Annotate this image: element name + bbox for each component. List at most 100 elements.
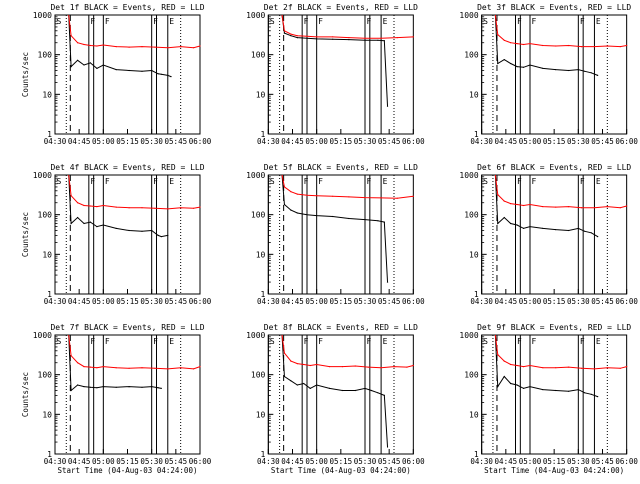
y-tick-label: 100 — [251, 51, 266, 60]
x-tick-label: 05:15 — [543, 137, 566, 146]
events-data-point — [141, 386, 143, 388]
y-tick-label: 1000 — [246, 11, 265, 20]
lld-data-point — [542, 367, 544, 369]
x-tick-label: 06:00 — [615, 457, 638, 466]
events-series-line — [494, 334, 598, 398]
lld-data-point — [380, 197, 382, 199]
x-tick-label: 05:45 — [165, 457, 188, 466]
plot-frame — [267, 174, 414, 295]
lld-data-point — [96, 45, 98, 47]
events-data-point — [370, 389, 373, 392]
plot-frame — [481, 334, 628, 455]
lld-data-point — [96, 206, 98, 208]
events-series-line — [494, 14, 598, 76]
lld-data-point — [542, 206, 544, 208]
lld-data-point — [193, 368, 195, 370]
chart-title: Det 5f BLACK = Events, RED = LLD — [264, 163, 418, 172]
x-tick-label: 05:45 — [591, 137, 614, 146]
event-marker-label: F — [517, 17, 522, 26]
events-data-point — [89, 62, 91, 64]
events-data-point — [522, 227, 525, 229]
y-tick-label: 100 — [251, 371, 266, 380]
lld-data-point — [555, 206, 557, 208]
events-data-point — [529, 386, 531, 388]
lld-data-point — [309, 364, 311, 367]
y-axis-label: Counts/sec — [21, 212, 30, 257]
events-data-point — [328, 387, 331, 389]
events-data-point — [160, 387, 162, 389]
events-data-point — [383, 394, 385, 396]
events-data-point — [160, 236, 162, 238]
plot-frame — [267, 334, 414, 455]
event-marker-label: F — [531, 337, 536, 346]
events-data-point — [151, 386, 153, 388]
lld-data-point — [354, 365, 356, 367]
events-data-point — [542, 67, 544, 69]
x-tick-label: 05:30 — [140, 297, 163, 306]
event-marker-label: F — [580, 337, 585, 346]
event-marker-label: F — [531, 17, 536, 26]
lld-data-point — [580, 367, 583, 369]
plot-frame — [481, 174, 628, 295]
lld-data-point — [568, 44, 570, 47]
x-axis-label: Start Time (04-Aug-03 04:24:00) — [271, 466, 411, 475]
x-tick-label: 05:15 — [116, 137, 139, 146]
x-tick-label: 04:30 — [470, 137, 493, 146]
lld-data-point — [167, 208, 169, 210]
events-data-point — [96, 67, 98, 69]
event-marker-label: S — [57, 177, 62, 186]
lld-data-point — [70, 195, 72, 197]
lld-data-point — [332, 195, 334, 197]
events-data-point — [160, 73, 162, 75]
lld-data-point — [102, 204, 104, 207]
lld-data-point — [522, 366, 525, 368]
x-tick-label: 04:45 — [281, 457, 304, 466]
lld-data-point — [412, 195, 414, 197]
lld-data-point — [306, 35, 308, 37]
events-data-point — [590, 393, 592, 395]
events-data-point — [386, 446, 389, 448]
lld-data-point — [626, 366, 628, 368]
lld-data-point — [180, 367, 182, 369]
y-tick-label: 1 — [474, 130, 479, 139]
events-data-point — [555, 389, 557, 392]
events-data-point — [70, 389, 72, 392]
y-tick-label: 100 — [251, 211, 266, 220]
x-tick-label: 05:30 — [354, 457, 377, 466]
plot-frame — [267, 14, 414, 135]
chart-title: Det 3f BLACK = Events, RED = LLD — [477, 3, 631, 12]
events-data-point — [597, 236, 599, 238]
events-data-point — [83, 64, 85, 66]
lld-data-point — [516, 43, 518, 45]
events-data-point — [290, 35, 292, 37]
lld-data-point — [626, 44, 628, 47]
event-marker-label: F — [366, 177, 371, 186]
plot-frame — [481, 14, 628, 135]
events-data-point — [522, 387, 525, 389]
lld-data-point — [141, 207, 143, 209]
events-data-point — [128, 229, 130, 232]
events-data-point — [584, 392, 586, 394]
x-tick-label: 04:30 — [257, 137, 280, 146]
events-data-point — [151, 69, 153, 72]
y-tick-label: 1 — [261, 450, 266, 459]
y-tick-label: 10 — [256, 410, 266, 419]
events-data-point — [590, 232, 592, 234]
y-tick-label: 1000 — [33, 11, 52, 20]
lld-data-point — [568, 206, 570, 208]
lld-data-point — [606, 45, 608, 47]
lld-data-point — [167, 47, 169, 49]
detector-panel-8: Det 8f BLACK = Events, RED = LLD 1 10 100 10… — [246, 323, 425, 475]
x-tick-label: 05:00 — [305, 457, 328, 466]
events-data-point — [167, 234, 169, 236]
lld-data-point — [77, 362, 79, 364]
lld-data-point — [167, 368, 169, 370]
event-marker-label: E — [169, 17, 174, 26]
x-tick-label: 06:00 — [189, 457, 212, 466]
events-data-point — [170, 76, 172, 78]
lld-data-point — [555, 45, 557, 47]
events-data-point — [115, 386, 117, 388]
lld-data-point — [529, 203, 531, 206]
lld-data-point — [364, 37, 366, 39]
x-tick-label: 05:00 — [305, 137, 328, 146]
